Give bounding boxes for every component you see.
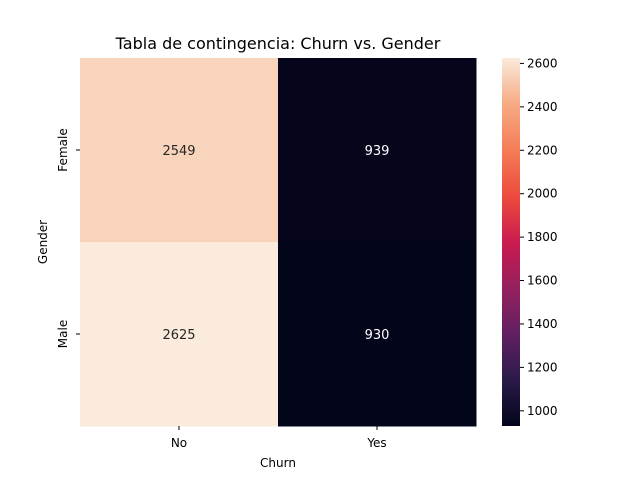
colorbar: 1000 1200 1400 1600 1800 2000 2200 2400 2600	[502, 56, 558, 426]
y-tick-label: Female	[56, 128, 70, 171]
x-tick-label: No	[171, 436, 187, 450]
colorbar-tick-label: 1200	[527, 360, 558, 374]
colorbar-tick-label: 2200	[527, 143, 558, 157]
colorbar-tick-label: 2400	[527, 100, 558, 114]
chart-title: Tabla de contingencia: Churn vs. Gender	[115, 34, 441, 53]
colorbar-gradient	[502, 58, 520, 426]
heatmap-cell	[80, 58, 279, 243]
heatmap-cell	[80, 242, 279, 427]
heatmap-cell	[278, 58, 477, 243]
y-tick-label: Male	[56, 320, 70, 348]
colorbar-tick-label: 1800	[527, 230, 558, 244]
x-axis: No Yes	[171, 426, 387, 450]
x-axis-label: Churn	[260, 456, 296, 470]
cell-value-label: 2549	[162, 144, 195, 159]
colorbar-ticks: 1000 1200 1400 1600 1800 2000 2200 2400 2600	[520, 56, 558, 418]
cell-value-label: 939	[365, 144, 390, 159]
cell-value-label: 930	[365, 328, 390, 343]
colorbar-tick-label: 1000	[527, 404, 558, 418]
colorbar-tick-label: 2600	[527, 56, 558, 70]
colorbar-tick-label: 2000	[527, 187, 558, 201]
y-axis: Female Male	[56, 128, 80, 348]
heatmap-cell	[278, 242, 477, 427]
colorbar-tick-label: 1600	[527, 274, 558, 288]
heatmap-cells: 2549 939 2625 930	[80, 58, 477, 427]
y-axis-label: Gender	[36, 220, 50, 264]
cell-value-label: 2625	[162, 328, 195, 343]
colorbar-tick-label: 1400	[527, 317, 558, 331]
x-tick-label: Yes	[366, 436, 386, 450]
